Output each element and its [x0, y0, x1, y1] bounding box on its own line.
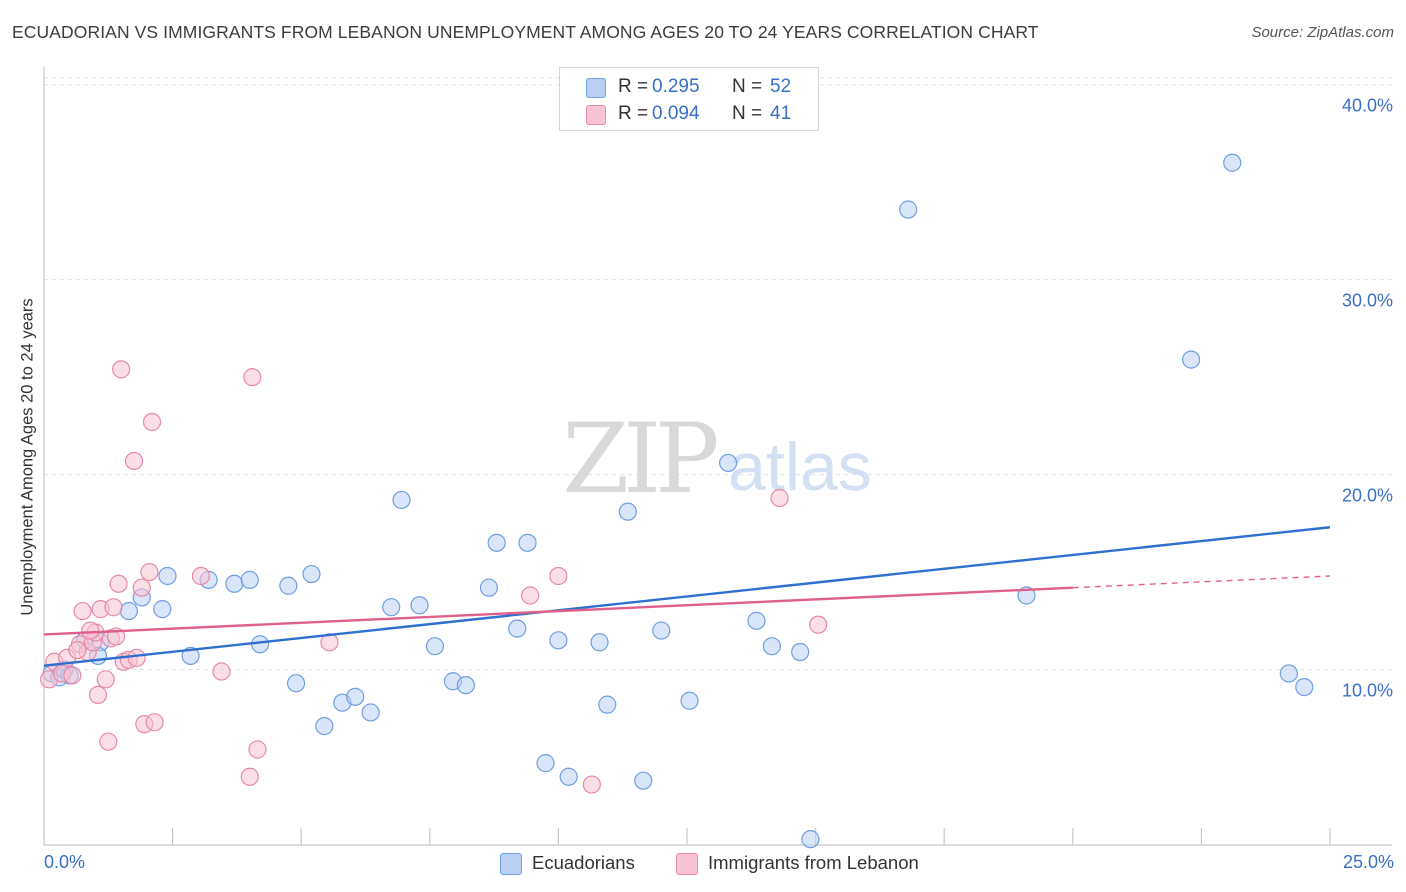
- ecuadorian-point: [302, 564, 321, 584]
- lebanon-point: [124, 451, 144, 471]
- ecuadorian-point: [801, 830, 820, 849]
- lebanon-point: [68, 640, 87, 660]
- ecuadorian-point: [392, 490, 411, 510]
- ecuadorian-point: [508, 619, 527, 638]
- ecuadorian-point: [456, 676, 475, 695]
- lebanon-point: [99, 732, 118, 751]
- lebanon-point: [248, 740, 267, 759]
- r-label: R =: [618, 103, 649, 124]
- ecuadorian-point: [361, 703, 380, 722]
- ecuadorian-point: [536, 754, 555, 773]
- y-tick-label: 20.0%: [1342, 486, 1393, 506]
- ecuadorian-point: [286, 674, 306, 693]
- lebanon-point: [96, 670, 115, 689]
- ecuadorian-point: [240, 570, 259, 589]
- ecuadorian-point: [487, 533, 506, 552]
- ecuadorian-point: [181, 646, 200, 666]
- lebanon-point: [73, 601, 92, 621]
- n-value: 41: [770, 103, 792, 124]
- ecuadorian-point: [153, 600, 172, 619]
- lebanon-point: [127, 648, 146, 667]
- lebanon-point: [191, 566, 210, 586]
- ecuadorian-point: [559, 767, 578, 786]
- ecuadorian-point: [618, 502, 637, 521]
- ecuadorian-point: [382, 598, 401, 617]
- ecuadorian-point: [425, 637, 445, 656]
- r-value: 0.295: [652, 76, 700, 97]
- lebanon-point: [770, 488, 789, 508]
- lebanon-point: [212, 662, 231, 681]
- ecuadorian-point: [518, 533, 537, 552]
- series-legend: Ecuadorians Immigrants from Lebanon: [0, 852, 1406, 876]
- r-value: 0.094: [652, 103, 700, 124]
- ecuadorian-point: [1182, 350, 1201, 369]
- ecuadorian-point: [791, 642, 810, 662]
- ecuadorian-point: [899, 200, 918, 219]
- lebanon-point: [104, 598, 123, 617]
- lebanon-point: [132, 578, 151, 597]
- ecuadorian-point: [315, 716, 334, 736]
- lebanon-point: [549, 566, 568, 586]
- watermark-zip: ZIP: [562, 403, 717, 515]
- ecuadorian-point: [747, 611, 766, 630]
- ecuadorian-point: [549, 631, 568, 650]
- ecuadorian-point: [1223, 153, 1242, 172]
- n-label: N =: [732, 76, 763, 97]
- ecuadorian-point: [410, 596, 429, 615]
- ecuadorian-point: [225, 574, 244, 593]
- lebanon-point: [88, 685, 108, 704]
- lebanon-point: [145, 713, 164, 732]
- watermark-atlas: atlas: [728, 429, 872, 505]
- lebanon-point: [243, 368, 262, 387]
- chart-title: ECUADORIAN VS IMMIGRANTS FROM LEBANON UN…: [12, 22, 1039, 42]
- ecuadorian-point: [158, 566, 177, 586]
- y-tick-label: 10.0%: [1342, 681, 1393, 701]
- ecuadorian-point: [634, 771, 653, 790]
- legend-label: Immigrants from Lebanon: [708, 852, 919, 873]
- lebanon-point: [63, 666, 82, 685]
- ecuadorian-point: [279, 576, 298, 595]
- r-label: R =: [618, 76, 649, 97]
- legend-label: Ecuadorians: [532, 852, 635, 873]
- lebanon-point: [81, 621, 100, 640]
- lebanon-point: [582, 775, 601, 794]
- ecuadorian-point: [652, 621, 671, 640]
- stats-legend: R = 0.295 N = 52 R = 0.094 N = 41: [559, 67, 819, 131]
- x-tick-label-min: 0.0%: [44, 852, 86, 872]
- lebanon-point: [109, 574, 128, 593]
- ecuadorian-point: [479, 578, 499, 597]
- x-tick-label-max: 25.0%: [1342, 852, 1394, 872]
- ecuadorians-swatch: [586, 78, 606, 98]
- n-value: 52: [770, 76, 792, 97]
- ecuadorian-point: [1295, 678, 1314, 697]
- y-tick-label: 30.0%: [1342, 291, 1393, 311]
- ecuadorian-point: [1017, 586, 1036, 605]
- ecuadorian-point: [119, 601, 138, 621]
- lebanon-swatch: [586, 105, 606, 125]
- lebanon-point: [521, 586, 540, 605]
- ecuadorian-point: [590, 633, 609, 652]
- lebanon-trend-line-extension: [1072, 575, 1331, 589]
- ecuadorian-point: [680, 691, 699, 710]
- ecuadorian-trend-line: [43, 526, 1331, 667]
- ecuadorians-legend-swatch: [500, 853, 522, 875]
- source-label: Source: ZipAtlas.com: [1251, 24, 1394, 41]
- lebanon-point: [809, 615, 828, 634]
- n-label: N =: [732, 103, 763, 124]
- lebanon-legend-swatch: [676, 853, 698, 875]
- ecuadorian-point: [719, 453, 738, 473]
- ecuadorian-point: [346, 687, 365, 706]
- ecuadorian-point: [1279, 664, 1298, 683]
- ecuadorian-point: [598, 695, 617, 714]
- lebanon-point: [142, 412, 162, 432]
- lebanon-point: [240, 767, 259, 786]
- lebanon-point: [140, 562, 159, 582]
- lebanon-trend-line: [43, 586, 1073, 636]
- ecuadorian-point: [762, 637, 781, 656]
- y-tick-label: 40.0%: [1342, 96, 1393, 116]
- lebanon-point: [112, 360, 131, 379]
